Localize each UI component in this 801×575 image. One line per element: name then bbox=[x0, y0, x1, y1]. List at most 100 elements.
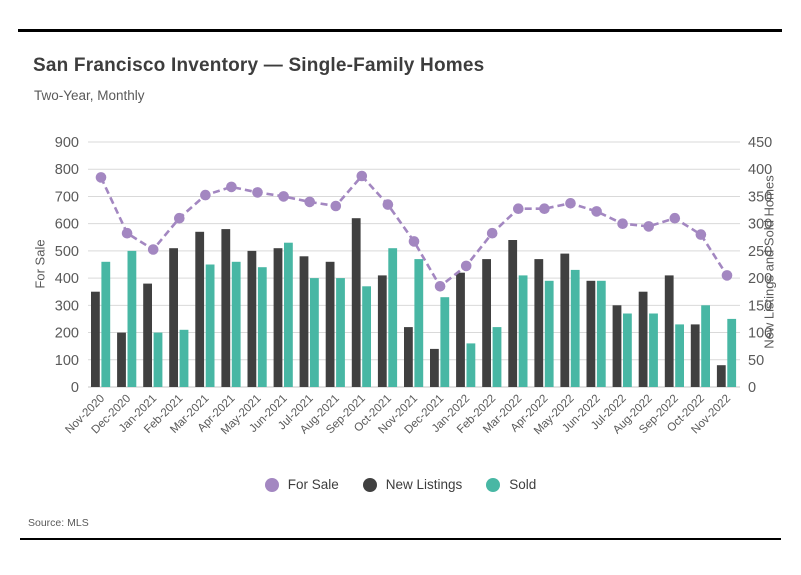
for-sale-marker bbox=[330, 200, 342, 212]
left-axis-tick-label: 800 bbox=[55, 162, 79, 178]
for-sale-marker bbox=[721, 270, 733, 281]
new-listings-bar bbox=[612, 305, 622, 387]
new-listings-bar bbox=[195, 231, 205, 387]
for-sale-marker bbox=[643, 221, 654, 232]
new-listings-bar bbox=[325, 261, 335, 387]
new-listings-bar bbox=[169, 248, 178, 387]
legend-swatch-icon bbox=[362, 477, 377, 492]
left-axis-tick-label: 500 bbox=[55, 244, 79, 260]
for-sale-marker bbox=[278, 191, 289, 202]
sold-bar bbox=[257, 267, 267, 387]
new-listings-bar bbox=[560, 253, 570, 387]
sold-bar bbox=[466, 343, 476, 387]
right-axis-tick-label: 350 bbox=[748, 189, 772, 205]
source-note: Source: MLS bbox=[28, 517, 89, 529]
left-axis-tick-label: 0 bbox=[71, 380, 79, 396]
new-listings-bar bbox=[638, 291, 648, 387]
sold-bar bbox=[310, 278, 319, 387]
new-listings-bar bbox=[117, 332, 126, 387]
for-sale-marker bbox=[539, 203, 550, 214]
for-sale-marker bbox=[486, 227, 498, 239]
new-listings-bar bbox=[508, 240, 518, 387]
sold-bar bbox=[596, 280, 606, 387]
new-listings-bar bbox=[299, 256, 309, 387]
new-listings-bar bbox=[221, 229, 231, 387]
chart-svg: 0 100 200 300 400 500 600 700 800 900 0 50 100 150 200… bbox=[55, 135, 772, 437]
for-sale-marker bbox=[174, 212, 185, 224]
sold-bar bbox=[701, 305, 710, 387]
legend-label: Sold bbox=[509, 477, 537, 492]
for-sale-marker bbox=[226, 181, 237, 193]
sold-bar bbox=[518, 275, 528, 387]
left-axis-tick-label: 900 bbox=[55, 135, 79, 151]
for-sale-marker bbox=[565, 198, 576, 209]
for-sale-marker bbox=[617, 218, 628, 229]
sold-bar bbox=[362, 286, 371, 387]
right-axis-tick-label: 450 bbox=[748, 135, 772, 151]
legend-item-for-sale: For Sale bbox=[264, 477, 339, 492]
chart-title: San Francisco Inventory — Single-Family … bbox=[33, 55, 485, 76]
for-sale-marker bbox=[304, 196, 316, 208]
new-listings-bar bbox=[482, 259, 491, 387]
new-listings-bar bbox=[664, 275, 674, 387]
new-listings-bar bbox=[586, 280, 596, 387]
sold-bar bbox=[101, 261, 111, 387]
for-sale-marker bbox=[695, 229, 707, 240]
for-sale-marker bbox=[252, 187, 263, 198]
sold-bar bbox=[570, 269, 580, 387]
for-sale-marker bbox=[460, 260, 472, 272]
sold-bar bbox=[649, 313, 658, 387]
new-listings-bar bbox=[143, 283, 152, 387]
sold-bar bbox=[544, 280, 554, 387]
for-sale-marker bbox=[434, 281, 446, 292]
sold-bar bbox=[492, 327, 502, 387]
for-sale-marker bbox=[356, 170, 368, 182]
right-axis-tick-label: 250 bbox=[748, 244, 772, 260]
right-axis-tick-label: 400 bbox=[748, 162, 772, 178]
new-listings-bar bbox=[247, 250, 257, 387]
sold-bar bbox=[205, 264, 215, 387]
new-listings-bar bbox=[91, 291, 100, 387]
new-listings-bar bbox=[351, 218, 361, 387]
sold-bar bbox=[153, 332, 163, 387]
chart-legend: For Sale New Listings Sold bbox=[0, 477, 801, 492]
right-axis-tick-label: 50 bbox=[748, 353, 764, 369]
left-axis-tick-label: 700 bbox=[55, 189, 79, 205]
legend-swatch-icon bbox=[486, 477, 501, 492]
sold-bar bbox=[127, 250, 137, 387]
for-sale-marker bbox=[200, 189, 211, 201]
top-divider bbox=[18, 29, 782, 32]
new-listings-bar bbox=[430, 348, 439, 387]
right-axis-tick-label: 200 bbox=[748, 271, 772, 287]
chart-subtitle: Two-Year, Monthly bbox=[34, 88, 145, 103]
legend-item-sold: Sold bbox=[486, 477, 536, 492]
for-sale-marker bbox=[147, 244, 159, 255]
sold-bar bbox=[414, 259, 424, 387]
sold-bar bbox=[284, 242, 293, 387]
for-sale-marker bbox=[95, 172, 107, 183]
new-listings-bar bbox=[534, 259, 544, 387]
right-axis-tick-label: 150 bbox=[748, 298, 772, 314]
for-sale-marker bbox=[513, 203, 524, 214]
sold-bar bbox=[727, 318, 737, 387]
new-listings-bar bbox=[690, 324, 700, 387]
for-sale-marker bbox=[382, 199, 394, 210]
legend-swatch-icon bbox=[264, 477, 279, 492]
for-sale-line bbox=[99, 174, 729, 289]
for-sale-marker bbox=[408, 236, 420, 247]
for-sale-marker bbox=[121, 227, 133, 239]
new-listings-bar bbox=[716, 365, 726, 387]
sold-bar bbox=[336, 278, 345, 387]
right-axis-tick-label: 300 bbox=[748, 217, 772, 233]
left-axis-tick-label: 600 bbox=[55, 217, 79, 233]
legend-label: New Listings bbox=[385, 477, 463, 492]
right-axis-tick-label: 100 bbox=[748, 326, 772, 342]
sold-bar bbox=[179, 329, 189, 387]
for-sale-marker bbox=[669, 212, 681, 224]
sold-bar bbox=[231, 261, 241, 387]
sold-bar bbox=[623, 313, 632, 387]
new-listings-bar bbox=[377, 275, 387, 387]
left-axis-tick-label: 200 bbox=[55, 326, 79, 342]
left-axis-tick-label: 100 bbox=[55, 353, 79, 369]
